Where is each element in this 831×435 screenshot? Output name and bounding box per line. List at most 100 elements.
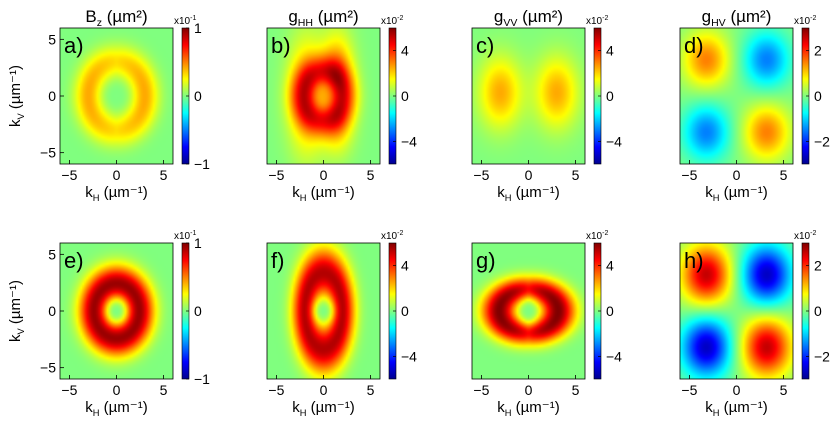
colorbar-tick-label-b: 0 [401,88,409,104]
panel-c: c)gVV (µm²) −5 0 5 kH (µm⁻¹) x10-2 4 0 −4 [471,7,622,203]
x-tick-label-c: 0 [525,167,533,183]
heatmap-g [472,243,585,379]
title-a-main: B [85,7,96,26]
heatmap-e [60,243,173,379]
colorbar-tick-label-b: −4 [401,133,417,149]
colorbar-exponent-e: x10-1 [174,230,196,242]
colorbar-tick-label-a: 1 [194,20,202,36]
colorbar-tick-label-h: 0 [814,303,822,319]
heatmap-h [680,243,793,379]
title-b-main: g [288,7,297,26]
colorbar-exponent-power: -2 [602,15,608,22]
colorbar-tick-label-b: 4 [401,43,409,59]
colorbar-tick-label-f: 0 [401,303,409,319]
colorbar-exponent-power: -1 [190,15,196,22]
x-axis-label-f: kH (µm⁻¹) [292,399,354,418]
x-axis-label-g: kH (µm⁻¹) [497,399,559,418]
x-tick-label-e: 0 [113,382,121,398]
colorbar-exponent-power: -2 [602,230,608,237]
x-axis-label-a: kH (µm⁻¹) [85,184,147,203]
x-axis-label-b-unit: (µm⁻¹) [307,184,355,201]
x-axis-label-a-unit: (µm⁻¹) [100,184,148,201]
colorbar-exponent-power: -1 [190,230,196,237]
title-b-sub: HH [298,17,313,29]
colorbar-exponent-base: x10 [174,16,191,27]
x-tick-label-a: 0 [113,167,121,183]
x-axis-label-e-sub: H [93,408,100,418]
x-axis-label-b-main: k [292,184,300,201]
colorbar-exponent-base: x10 [381,16,398,27]
y-axis-label-e-unit: (µm⁻¹) [7,280,24,328]
x-tick-label-b: 0 [320,167,328,183]
y-tick-label-e: 0 [48,303,56,319]
y-axis-label-e: kV (µm⁻¹) [7,280,26,342]
panel-e: e)−5 0 5kH (µm⁻¹)50−5kV (µm⁻¹)x10-110−1 [7,230,210,418]
colorbar-exponent-d: x10-2 [794,15,816,27]
colorbar-tick-label-a: −1 [194,156,210,172]
title-d: gHV (µm²) [702,7,772,29]
x-tick-label-e: −5 [61,382,77,398]
colorbar-exponent-power: -2 [810,230,816,237]
x-axis-label-a-sub: H [93,193,100,203]
colorbar-exponent-power: -2 [810,15,816,22]
x-tick-label-h: 0 [733,382,741,398]
title-d-unit: (µm²) [726,7,772,26]
title-d-sub: HV [711,17,726,29]
panel-h: h) −5 0 5 kH (µm⁻¹) x10-2 2 0 −2 [679,230,830,418]
x-tick-label-g: 5 [572,382,580,398]
y-axis-label-a: kV (µm⁻¹) [7,65,26,127]
heatmap-b [267,28,380,164]
x-axis-label-c-main: k [497,184,505,201]
panel-label-a: a) [64,33,84,58]
colorbar-tick-label-c: −4 [606,133,622,149]
colorbar-exponent-f: x10-2 [381,230,403,242]
x-tick-label-b: 5 [367,167,375,183]
colorbar-tick-label-c: 0 [606,88,614,104]
x-tick-label-c: 5 [572,167,580,183]
panel-f: f) −5 0 5 kH (µm⁻¹) x10-2 4 0 −4 [266,230,417,418]
title-b: gHH (µm²) [288,7,358,29]
x-tick-label-c: −5 [473,167,489,183]
x-axis-label-h-unit: (µm⁻¹) [720,399,768,416]
panel-label-b: b) [271,33,291,58]
x-axis-label-e-unit: (µm⁻¹) [100,399,148,416]
title-c: gVV (µm²) [494,7,563,29]
colorbar-tick-label-a: 0 [194,88,202,104]
colorbar-exponent-base: x10 [794,16,811,27]
y-axis-label-a-main: k [7,119,24,127]
x-axis-label-b-sub: H [300,193,307,203]
heatmap-d [680,28,793,164]
colorbar-exponent-g: x10-2 [586,230,608,242]
title-c-main: g [494,7,503,26]
x-tick-label-b: −5 [268,167,284,183]
panel-a: a)Bz (µm²)−5 0 5kH (µm⁻¹)50−5kV (µm⁻¹)x10-… [7,7,210,203]
title-c-unit: (µm²) [517,7,563,26]
x-tick-label-g: −5 [473,382,489,398]
x-axis-label-c-unit: (µm⁻¹) [512,184,560,201]
title-a-unit: (µm²) [102,7,148,26]
colorbar-tick-label-e: −1 [194,371,210,387]
heatmap-c [472,28,585,164]
x-axis-label-b: kH (µm⁻¹) [292,184,354,203]
x-axis-label-d-main: k [705,184,713,201]
x-axis-label-f-main: k [292,399,300,416]
x-tick-label-d: 0 [733,167,741,183]
x-tick-label-a: −5 [61,167,77,183]
colorbar-tick-label-f: −4 [401,348,417,364]
title-c-sub: VV [503,17,517,29]
colorbar-exponent-power: -2 [397,15,403,22]
title-b-unit: (µm²) [313,7,359,26]
x-axis-label-d-unit: (µm⁻¹) [720,184,768,201]
colorbar-tick-label-e: 1 [194,235,202,251]
colorbar-exponent-b: x10-2 [381,15,403,27]
x-axis-label-c: kH (µm⁻¹) [497,184,559,203]
x-axis-label-h: kH (µm⁻¹) [705,399,767,418]
y-axis-label-e-main: k [7,334,24,342]
x-axis-label-c-sub: H [505,193,512,203]
colorbar-exponent-h: x10-2 [794,230,816,242]
panel-b: b) gHH (µm²) −5 0 5 kH (µm⁻¹) x10-2 4 0 −4 [266,7,417,203]
x-axis-label-a-main: k [85,184,93,201]
panel-label-e: e) [64,248,84,273]
y-tick-label-e: −5 [40,360,56,376]
